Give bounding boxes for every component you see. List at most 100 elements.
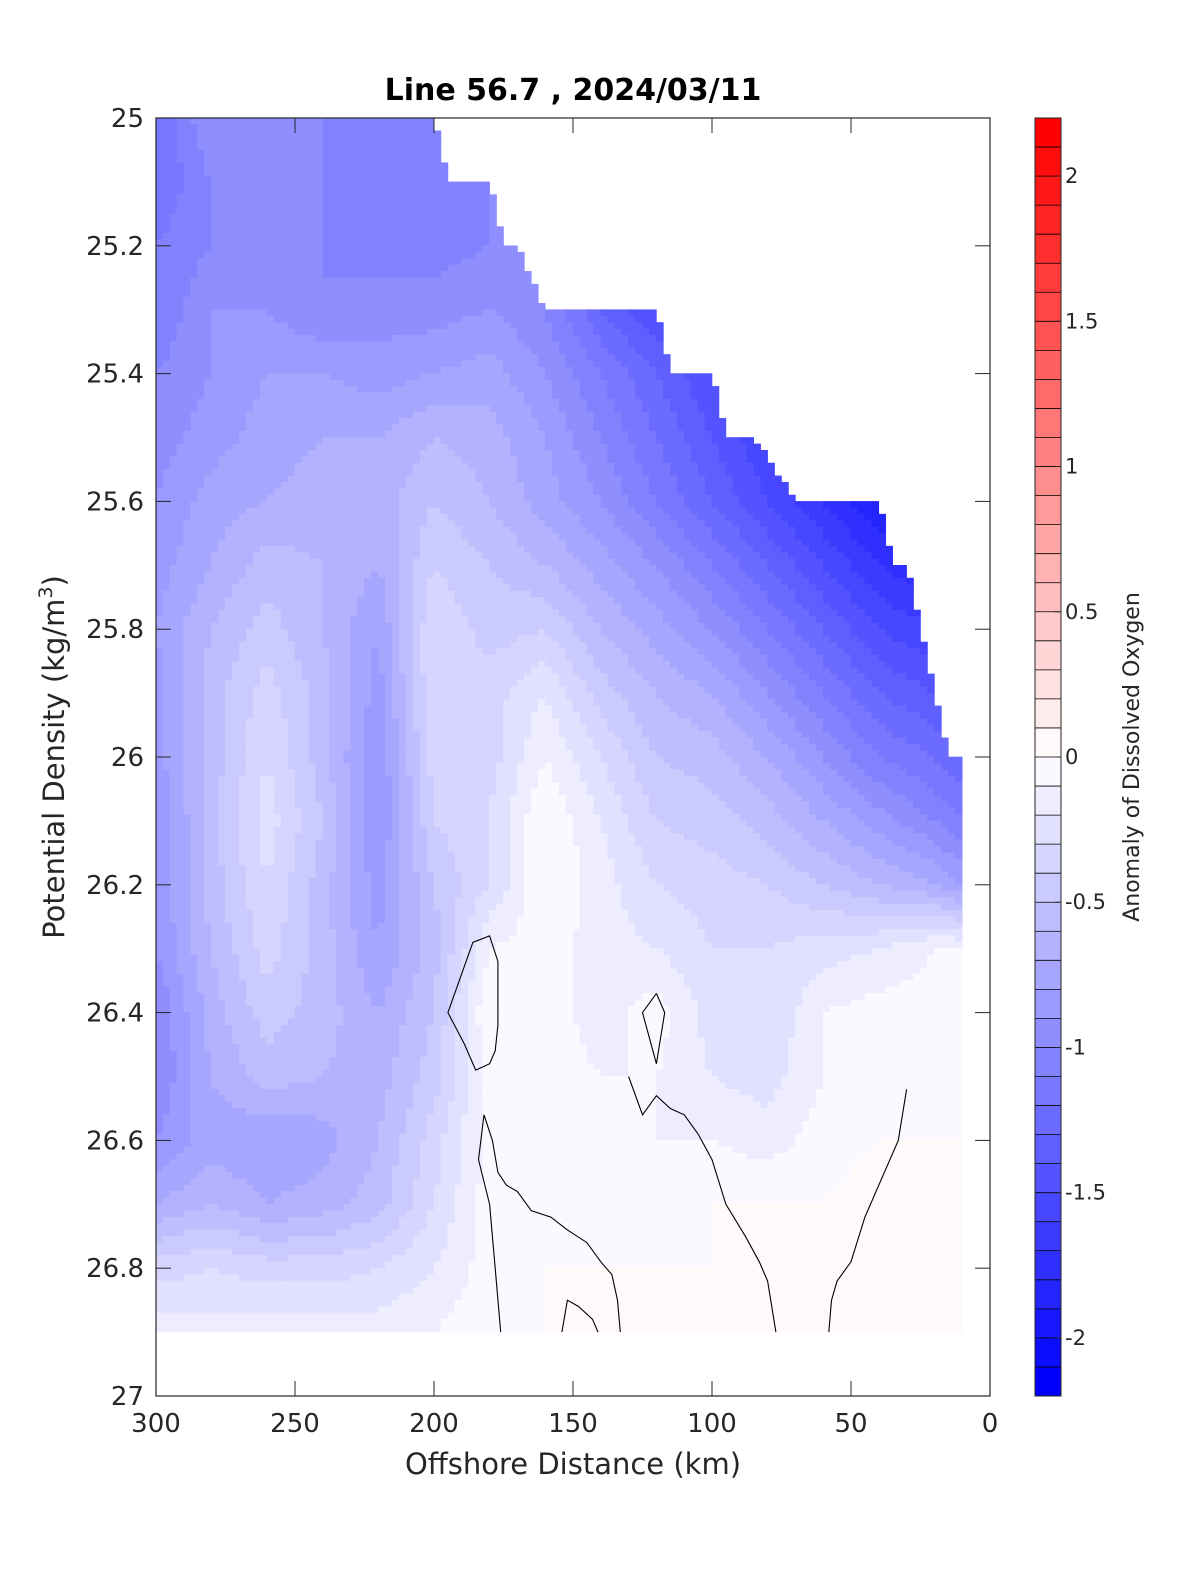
field-cell	[232, 182, 240, 189]
field-cell	[184, 1217, 192, 1224]
field-cell	[156, 1108, 164, 1115]
field-cell	[177, 329, 185, 336]
field-cell	[204, 738, 212, 745]
field-cell	[177, 578, 185, 585]
field-cell	[177, 1012, 185, 1019]
field-cell	[218, 1166, 226, 1173]
field-cell	[177, 559, 185, 566]
field-cell	[232, 118, 240, 125]
field-cell	[190, 1000, 198, 1007]
field-cell	[170, 980, 178, 987]
field-cell	[218, 942, 226, 949]
field-cell	[190, 507, 198, 514]
field-cell	[239, 456, 247, 463]
field-cell	[190, 303, 198, 310]
field-cell	[239, 763, 247, 770]
field-cell	[163, 827, 171, 834]
field-cell	[170, 1198, 178, 1205]
field-cell	[204, 143, 212, 150]
field-cell	[177, 1178, 185, 1185]
field-cell	[170, 846, 178, 853]
field-cell	[218, 865, 226, 872]
field-cell	[239, 1281, 247, 1288]
field-cell	[232, 667, 240, 674]
field-cell	[170, 514, 178, 521]
field-cell	[211, 348, 219, 355]
field-cell	[177, 980, 185, 987]
field-cell	[156, 974, 164, 981]
field-cell	[190, 968, 198, 975]
field-cell	[156, 1127, 164, 1134]
field-cell	[218, 1281, 226, 1288]
field-cell	[170, 194, 178, 201]
field-cell	[190, 571, 198, 578]
field-cell	[239, 929, 247, 936]
field-cell	[239, 916, 247, 923]
field-cell	[177, 303, 185, 310]
field-cell	[239, 1146, 247, 1153]
field-cell	[204, 1306, 212, 1313]
field-cell	[225, 1025, 233, 1032]
field-cell	[197, 469, 205, 476]
field-cell	[190, 329, 198, 336]
field-cell	[211, 667, 219, 674]
field-cell	[232, 1038, 240, 1045]
field-cell	[170, 916, 178, 923]
field-cell	[156, 527, 164, 534]
field-cell	[184, 392, 192, 399]
field-cell	[246, 348, 254, 355]
field-cell	[197, 661, 205, 668]
field-cell	[163, 546, 171, 553]
field-cell	[177, 1166, 185, 1173]
field-cell	[211, 239, 219, 246]
field-cell	[177, 757, 185, 764]
field-cell	[190, 654, 198, 661]
field-cell	[218, 265, 226, 272]
field-cell	[232, 450, 240, 457]
field-cell	[156, 130, 164, 137]
field-cell	[197, 220, 205, 227]
field-cell	[204, 226, 212, 233]
field-cell	[184, 265, 192, 272]
field-cell	[190, 597, 198, 604]
field-cell	[163, 738, 171, 745]
field-cell	[239, 584, 247, 591]
field-cell	[197, 130, 205, 137]
field-cell	[177, 712, 185, 719]
field-cell	[239, 571, 247, 578]
field-cell	[211, 1300, 219, 1307]
field-cell	[177, 642, 185, 649]
field-cell	[225, 450, 233, 457]
field-cell	[156, 1044, 164, 1051]
field-cell	[218, 635, 226, 642]
field-cell	[239, 418, 247, 425]
field-cell	[190, 246, 198, 253]
field-cell	[163, 1268, 171, 1275]
field-cell	[184, 1140, 192, 1147]
field-cell	[177, 124, 185, 131]
field-cell	[156, 706, 164, 713]
field-cell	[218, 1293, 226, 1300]
field-cell	[190, 469, 198, 476]
field-cell	[163, 476, 171, 483]
field-cell	[163, 808, 171, 815]
field-cell	[163, 1140, 171, 1147]
field-cell	[246, 265, 254, 272]
field-cell	[211, 980, 219, 987]
field-cell	[204, 674, 212, 681]
field-cell	[218, 591, 226, 598]
field-cell	[170, 974, 178, 981]
field-cell	[190, 1031, 198, 1038]
field-cell	[197, 539, 205, 546]
field-cell	[156, 686, 164, 693]
field-cell	[170, 738, 178, 745]
field-cell	[218, 571, 226, 578]
field-cell	[246, 188, 254, 195]
field-cell	[225, 220, 233, 227]
field-cell	[232, 661, 240, 668]
field-cell	[225, 559, 233, 566]
field-cell	[232, 175, 240, 182]
field-cell	[190, 885, 198, 892]
field-cell	[197, 1121, 205, 1128]
field-cell	[190, 750, 198, 757]
